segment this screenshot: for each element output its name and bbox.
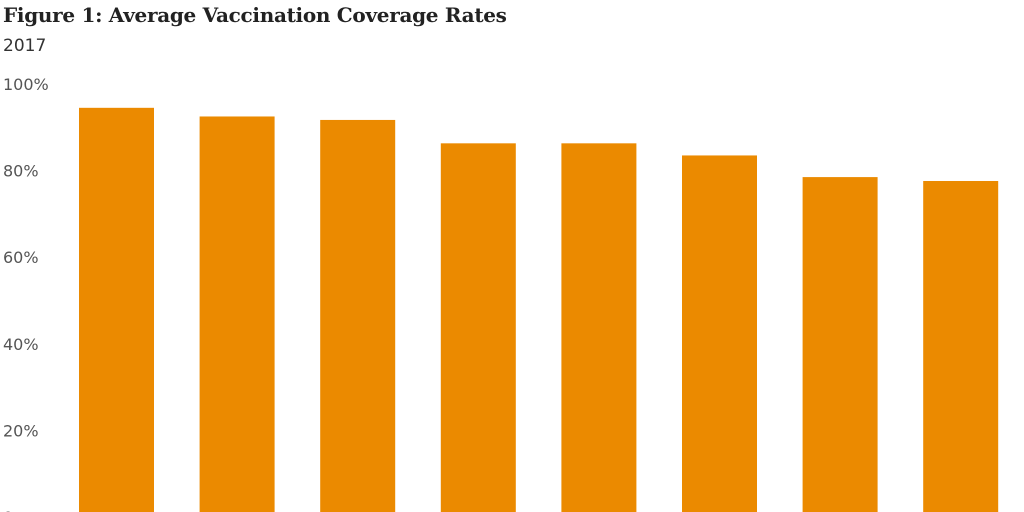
- y-tick-label: 0: [3, 508, 13, 512]
- chart-title: Figure 1: Average Vaccination Coverage R…: [3, 3, 507, 27]
- bar: [440, 143, 516, 512]
- y-tick-label: 40%: [3, 335, 39, 354]
- bar: [79, 107, 154, 512]
- bar: [320, 119, 396, 512]
- y-tick-label: 80%: [3, 162, 39, 181]
- chart-subtitle: 2017: [3, 36, 47, 56]
- y-tick-label: 60%: [3, 248, 39, 267]
- bar: [923, 180, 999, 512]
- bar: [682, 155, 757, 512]
- bar: [802, 177, 878, 512]
- y-tick-label: 100%: [3, 75, 49, 94]
- bar: [561, 143, 637, 512]
- y-tick-label: 20%: [3, 421, 39, 440]
- bar: [199, 116, 275, 512]
